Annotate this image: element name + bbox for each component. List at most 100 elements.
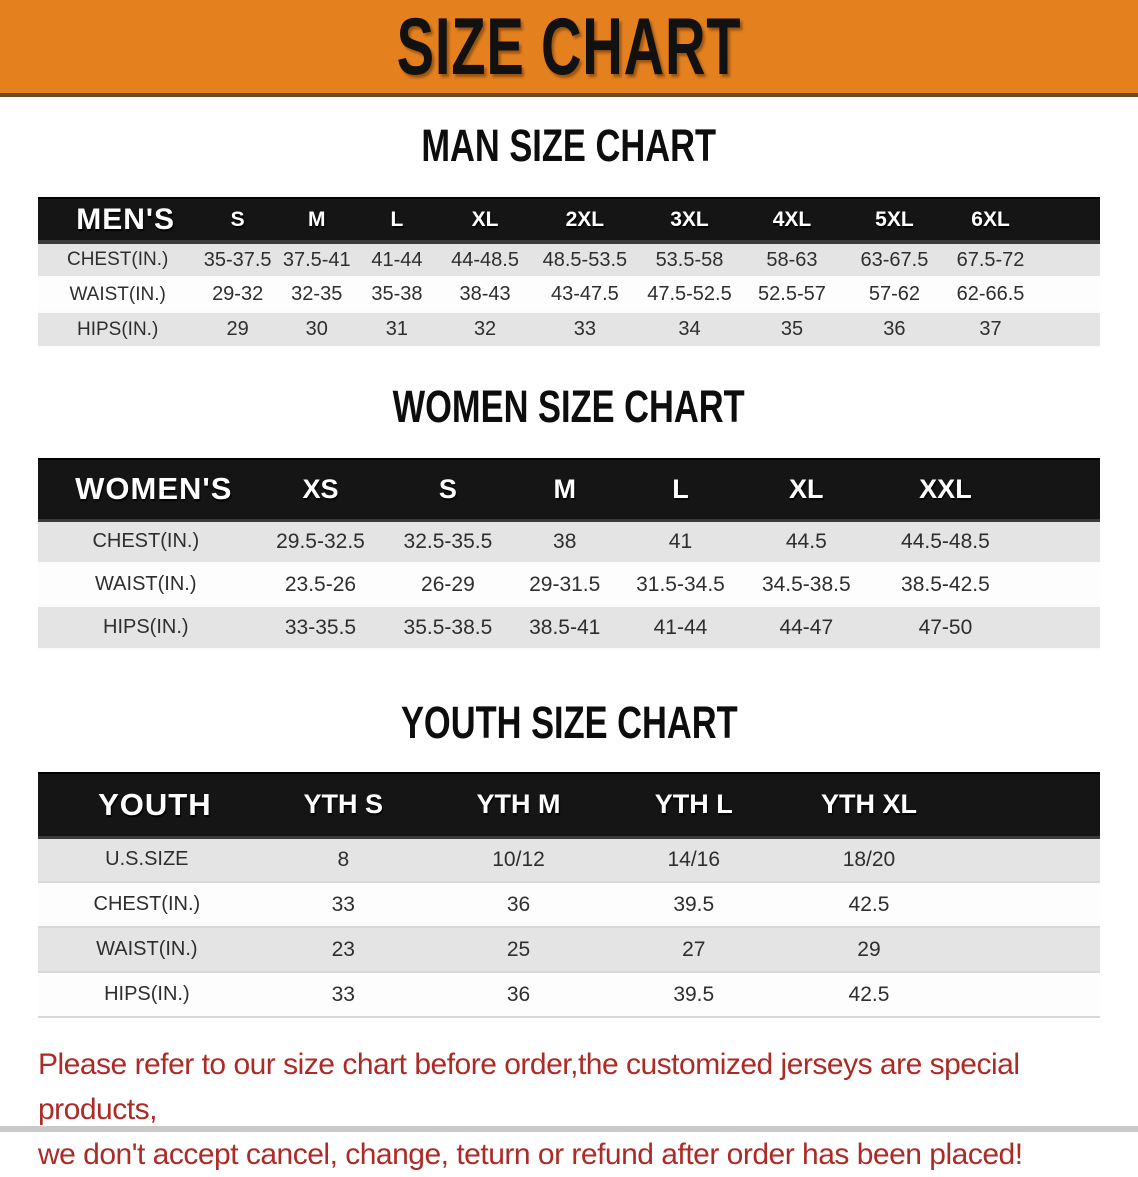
women-chest-row: CHEST(IN.) 29.5-32.5 32.5-35.5 38 41 44.… [38,520,1100,564]
men-col-header-m: M [278,197,356,244]
size-cell: 23.5-26 [253,563,388,607]
men-waist-row: WAIST(IN.) 29-32 32-35 35-38 38-43 43-47… [38,277,1100,313]
spacer-cell [1018,563,1100,607]
men-table-header-row: MEN'S S M L XL 2XL 3XL 4XL 5XL 6XL [38,197,1100,244]
size-cell: 26-29 [387,563,509,607]
women-col-header-s: S [387,458,509,522]
women-header-spacer [1018,458,1100,522]
row-label: U.S.SIZE [38,837,256,883]
row-label: CHEST(IN.) [38,520,254,564]
man-size-chart-heading-text: MAN SIZE CHART [421,120,717,171]
size-cell: 33 [255,882,431,928]
size-cell: 42.5 [781,972,957,1018]
size-cell: 29-32 [197,277,278,313]
spacer-cell [1035,312,1100,348]
row-label: WAIST(IN.) [38,927,256,973]
men-col-header-6xl: 6XL [945,197,1036,244]
size-cell: 33-35.5 [253,606,388,650]
spacer-cell [1018,606,1100,650]
youth-size-chart-heading-text: YOUTH SIZE CHART [400,697,738,748]
size-cell: 34.5-38.5 [739,563,873,607]
youth-size-table: YOUTH YTH S YTH M YTH L YTH XL U.S.SIZE … [38,772,1100,1018]
size-cell: 38-43 [438,277,532,313]
size-cell: 32-35 [278,277,356,313]
size-cell: 38.5-42.5 [872,563,1019,607]
youth-chest-row: CHEST(IN.) 33 36 39.5 42.5 [38,882,1100,928]
men-col-header-4xl: 4XL [740,197,843,244]
man-size-chart-heading: MAN SIZE CHART [0,120,1138,171]
size-cell: 29 [781,927,957,973]
women-size-chart-heading: WOMEN SIZE CHART [0,381,1138,432]
spacer-cell [956,927,1100,973]
men-header-spacer [1035,197,1100,244]
disclaimer-line-1: Please refer to our size chart before or… [38,1048,1020,1126]
women-waist-row: WAIST(IN.) 23.5-26 26-29 29-31.5 31.5-34… [38,563,1100,607]
women-hips-row: HIPS(IN.) 33-35.5 35.5-38.5 38.5-41 41-4… [38,606,1100,650]
spacer-cell [956,882,1100,928]
size-cell: 35-37.5 [197,242,278,278]
women-col-header-xs: XS [253,458,388,522]
spacer-cell [1035,242,1100,278]
men-col-header-xl: XL [438,197,532,244]
youth-size-section: YOUTH SIZE CHART YOUTH YTH S YTH M YTH L… [0,697,1138,1018]
men-col-header-s: S [197,197,278,244]
size-cell: 43-47.5 [531,277,638,313]
men-table-title: MEN'S [38,197,198,244]
youth-size-chart-heading: YOUTH SIZE CHART [0,697,1138,748]
youth-table-header-row: YOUTH YTH S YTH M YTH L YTH XL [38,772,1100,839]
size-cell: 32 [438,312,532,348]
size-cell: 44.5-48.5 [872,520,1019,564]
youth-col-header-l: YTH L [606,772,782,839]
size-cell: 67.5-72 [945,242,1036,278]
size-cell: 31 [355,312,439,348]
size-cell: 25 [430,927,607,973]
youth-col-header-m: YTH M [430,772,607,839]
women-size-section: WOMEN SIZE CHART WOMEN'S XS S M L XL XXL… [0,381,1138,650]
size-cell: 41-44 [621,606,740,650]
size-cell: 63-67.5 [842,242,946,278]
size-cell: 33 [255,972,431,1018]
size-cell: 58-63 [740,242,843,278]
women-size-table: WOMEN'S XS S M L XL XXL CHEST(IN.) 29.5-… [38,458,1100,650]
size-cell: 44.5 [739,520,873,564]
men-col-header-3xl: 3XL [637,197,741,244]
disclaimer-text: Please refer to our size chart before or… [38,1042,1108,1177]
spacer-cell [956,837,1100,883]
size-cell: 23 [255,927,431,973]
row-label: WAIST(IN.) [38,277,198,313]
size-cell: 42.5 [781,882,957,928]
size-cell: 36 [842,312,946,348]
size-cell: 31.5-34.5 [621,563,740,607]
size-cell: 39.5 [606,972,782,1018]
men-col-header-5xl: 5XL [842,197,946,244]
banner-title: SIZE CHART [396,1,742,92]
size-cell: 37 [945,312,1036,348]
size-cell: 36 [430,882,607,928]
size-cell: 29.5-32.5 [253,520,388,564]
spacer-cell [1035,277,1100,313]
size-cell: 52.5-57 [740,277,843,313]
women-col-header-l: L [621,458,740,522]
size-cell: 27 [606,927,782,973]
youth-ussize-row: U.S.SIZE 8 10/12 14/16 18/20 [38,837,1100,883]
youth-col-header-xl: YTH XL [781,772,957,839]
size-cell: 10/12 [430,837,607,883]
size-cell: 33 [531,312,638,348]
size-cell: 47-50 [872,606,1019,650]
size-cell: 30 [278,312,356,348]
size-cell: 8 [255,837,431,883]
size-chart-banner: SIZE CHART [0,0,1138,97]
size-cell: 57-62 [842,277,946,313]
spacer-cell [956,972,1100,1018]
size-cell: 18/20 [781,837,957,883]
spacer-cell [1018,520,1100,564]
women-size-chart-heading-text: WOMEN SIZE CHART [392,381,746,432]
size-cell: 48.5-53.5 [531,242,638,278]
women-table-header-row: WOMEN'S XS S M L XL XXL [38,458,1100,522]
youth-table-title: YOUTH [38,772,256,839]
size-cell: 44-48.5 [438,242,532,278]
disclaimer-line-2: we don't accept cancel, change, teturn o… [38,1138,1023,1171]
size-cell: 41 [621,520,740,564]
women-col-header-m: M [508,458,621,522]
size-cell: 32.5-35.5 [387,520,509,564]
